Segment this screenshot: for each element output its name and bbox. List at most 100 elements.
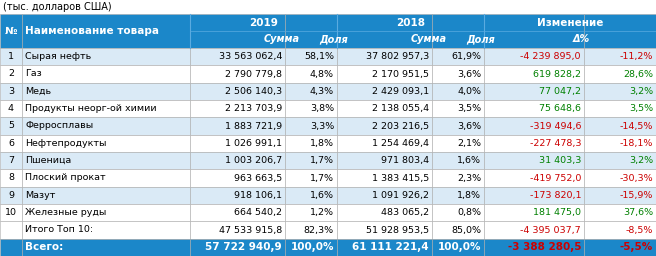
Bar [190, 14, 285, 48]
Text: (тыс. долларов США): (тыс. долларов США) [3, 2, 112, 12]
Text: 2018: 2018 [396, 17, 425, 27]
Text: -3 388 280,5: -3 388 280,5 [508, 242, 581, 252]
Text: 918 106,1: 918 106,1 [234, 191, 282, 200]
Text: 9: 9 [8, 191, 14, 200]
Bar [432, 152, 484, 169]
Bar [22, 117, 190, 135]
Bar [0, 48, 22, 65]
Text: Сумма: Сумма [411, 35, 447, 45]
Bar [0, 100, 22, 117]
Text: -30,3%: -30,3% [619, 174, 653, 183]
Bar [484, 187, 584, 204]
Text: Сырая нефть: Сырая нефть [25, 52, 91, 61]
Text: 3,6%: 3,6% [457, 69, 481, 79]
Text: Итого Топ 10:: Итого Топ 10: [25, 226, 93, 234]
Bar [584, 14, 656, 48]
Bar [0, 135, 22, 152]
Bar [484, 221, 584, 239]
Bar [337, 239, 432, 256]
Text: 4,8%: 4,8% [310, 69, 334, 79]
Bar [432, 48, 484, 65]
Text: 963 663,5: 963 663,5 [234, 174, 282, 183]
Bar [22, 239, 190, 256]
Text: 61,9%: 61,9% [451, 52, 481, 61]
Bar [337, 48, 432, 65]
Text: 51 928 953,5: 51 928 953,5 [366, 226, 429, 234]
Bar [22, 152, 190, 169]
Bar [432, 14, 484, 48]
Text: Сумма: Сумма [264, 35, 300, 45]
Bar [484, 204, 584, 221]
Text: 7: 7 [8, 156, 14, 165]
Bar [337, 83, 432, 100]
Text: 664 540,2: 664 540,2 [234, 208, 282, 217]
Text: -14,5%: -14,5% [620, 122, 653, 131]
Bar [337, 14, 432, 48]
Bar [22, 48, 190, 65]
Text: 1 003 206,7: 1 003 206,7 [225, 156, 282, 165]
Text: 1: 1 [8, 52, 14, 61]
Text: 58,1%: 58,1% [304, 52, 334, 61]
Text: 1 026 991,1: 1 026 991,1 [225, 139, 282, 148]
Bar [337, 187, 432, 204]
Text: 47 533 915,8: 47 533 915,8 [218, 226, 282, 234]
Bar [432, 135, 484, 152]
Bar [337, 100, 432, 117]
Bar [584, 65, 656, 83]
Text: Доля: Доля [319, 35, 348, 45]
Bar [285, 117, 337, 135]
Bar [337, 65, 432, 83]
Bar [484, 65, 584, 83]
Bar [285, 65, 337, 83]
Text: 1,6%: 1,6% [457, 156, 481, 165]
Bar [285, 221, 337, 239]
Text: 1 254 469,4: 1 254 469,4 [372, 139, 429, 148]
Text: 2,3%: 2,3% [457, 174, 481, 183]
Text: 85,0%: 85,0% [451, 226, 481, 234]
Bar [584, 117, 656, 135]
Bar [337, 169, 432, 187]
Text: 483 065,2: 483 065,2 [381, 208, 429, 217]
Bar [484, 100, 584, 117]
Bar [337, 135, 432, 152]
Text: Пшеница: Пшеница [25, 156, 72, 165]
Text: Нефтепродукты: Нефтепродукты [25, 139, 106, 148]
Text: 6: 6 [8, 139, 14, 148]
Bar [285, 204, 337, 221]
Bar [432, 221, 484, 239]
Bar [190, 48, 285, 65]
Text: -15,9%: -15,9% [620, 191, 653, 200]
Bar [190, 187, 285, 204]
Bar [190, 204, 285, 221]
Text: 3,2%: 3,2% [629, 156, 653, 165]
Text: 3: 3 [8, 87, 14, 96]
Bar [0, 65, 22, 83]
Text: 0,8%: 0,8% [457, 208, 481, 217]
Bar [0, 152, 22, 169]
Bar [484, 117, 584, 135]
Text: №: № [5, 26, 17, 36]
Text: 3,8%: 3,8% [310, 104, 334, 113]
Bar [484, 239, 584, 256]
Text: 61 111 221,4: 61 111 221,4 [352, 242, 429, 252]
Bar [285, 187, 337, 204]
Text: 3,5%: 3,5% [457, 104, 481, 113]
Text: 10: 10 [5, 208, 17, 217]
Text: 3,6%: 3,6% [457, 122, 481, 131]
Bar [584, 187, 656, 204]
Bar [584, 169, 656, 187]
Text: -319 494,6: -319 494,6 [529, 122, 581, 131]
Bar [190, 221, 285, 239]
Text: 77 047,2: 77 047,2 [539, 87, 581, 96]
Text: 33 563 062,4: 33 563 062,4 [218, 52, 282, 61]
Text: 5: 5 [8, 122, 14, 131]
Bar [432, 65, 484, 83]
Bar [484, 169, 584, 187]
Text: 2 203 216,5: 2 203 216,5 [372, 122, 429, 131]
Bar [190, 135, 285, 152]
Text: 1,2%: 1,2% [310, 208, 334, 217]
Text: 28,6%: 28,6% [623, 69, 653, 79]
Bar [190, 100, 285, 117]
Bar [584, 152, 656, 169]
Text: 1,8%: 1,8% [310, 139, 334, 148]
